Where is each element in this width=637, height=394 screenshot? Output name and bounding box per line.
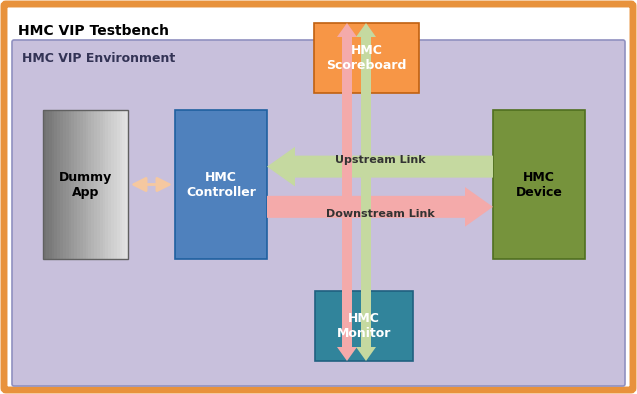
Bar	[89, 110, 92, 259]
FancyArrow shape	[356, 23, 376, 212]
Bar	[66, 110, 69, 259]
Bar	[43, 110, 47, 259]
Bar	[125, 110, 129, 259]
FancyBboxPatch shape	[493, 110, 585, 259]
Bar	[74, 110, 78, 259]
Text: HMC
Device: HMC Device	[515, 171, 562, 199]
Bar	[60, 110, 64, 259]
Bar	[80, 110, 83, 259]
Bar	[94, 110, 98, 259]
Bar	[117, 110, 120, 259]
Bar	[54, 110, 58, 259]
Bar	[120, 110, 124, 259]
Bar	[71, 110, 75, 259]
FancyBboxPatch shape	[314, 23, 419, 93]
FancyArrow shape	[267, 187, 493, 227]
Bar	[46, 110, 50, 259]
FancyArrow shape	[337, 23, 357, 212]
Text: HMC VIP Testbench: HMC VIP Testbench	[18, 24, 169, 38]
FancyBboxPatch shape	[4, 4, 633, 390]
FancyBboxPatch shape	[175, 110, 267, 259]
Bar	[69, 110, 73, 259]
Text: HMC
Controller: HMC Controller	[186, 171, 256, 199]
FancyArrow shape	[356, 162, 376, 361]
Bar	[43, 110, 128, 259]
Bar	[97, 110, 101, 259]
Bar	[114, 110, 118, 259]
Text: HMC
Scoreboard: HMC Scoreboard	[326, 44, 406, 72]
FancyBboxPatch shape	[315, 291, 413, 361]
Text: Downstream Link: Downstream Link	[326, 209, 434, 219]
Bar	[63, 110, 67, 259]
Text: HMC
Monitor: HMC Monitor	[337, 312, 391, 340]
Bar	[105, 110, 109, 259]
Bar	[83, 110, 87, 259]
Bar	[85, 110, 89, 259]
Bar	[111, 110, 115, 259]
Text: Upstream Link: Upstream Link	[334, 154, 426, 165]
Bar	[77, 110, 81, 259]
Bar	[48, 110, 52, 259]
Bar	[52, 110, 55, 259]
Bar	[103, 110, 106, 259]
Text: HMC VIP Environment: HMC VIP Environment	[22, 52, 175, 65]
Bar	[57, 110, 61, 259]
Text: Dummy
App: Dummy App	[59, 171, 112, 199]
Bar	[91, 110, 95, 259]
FancyBboxPatch shape	[12, 40, 625, 386]
Bar	[99, 110, 103, 259]
FancyArrow shape	[337, 162, 357, 361]
Bar	[108, 110, 112, 259]
Bar	[122, 110, 126, 259]
FancyArrow shape	[267, 147, 493, 186]
